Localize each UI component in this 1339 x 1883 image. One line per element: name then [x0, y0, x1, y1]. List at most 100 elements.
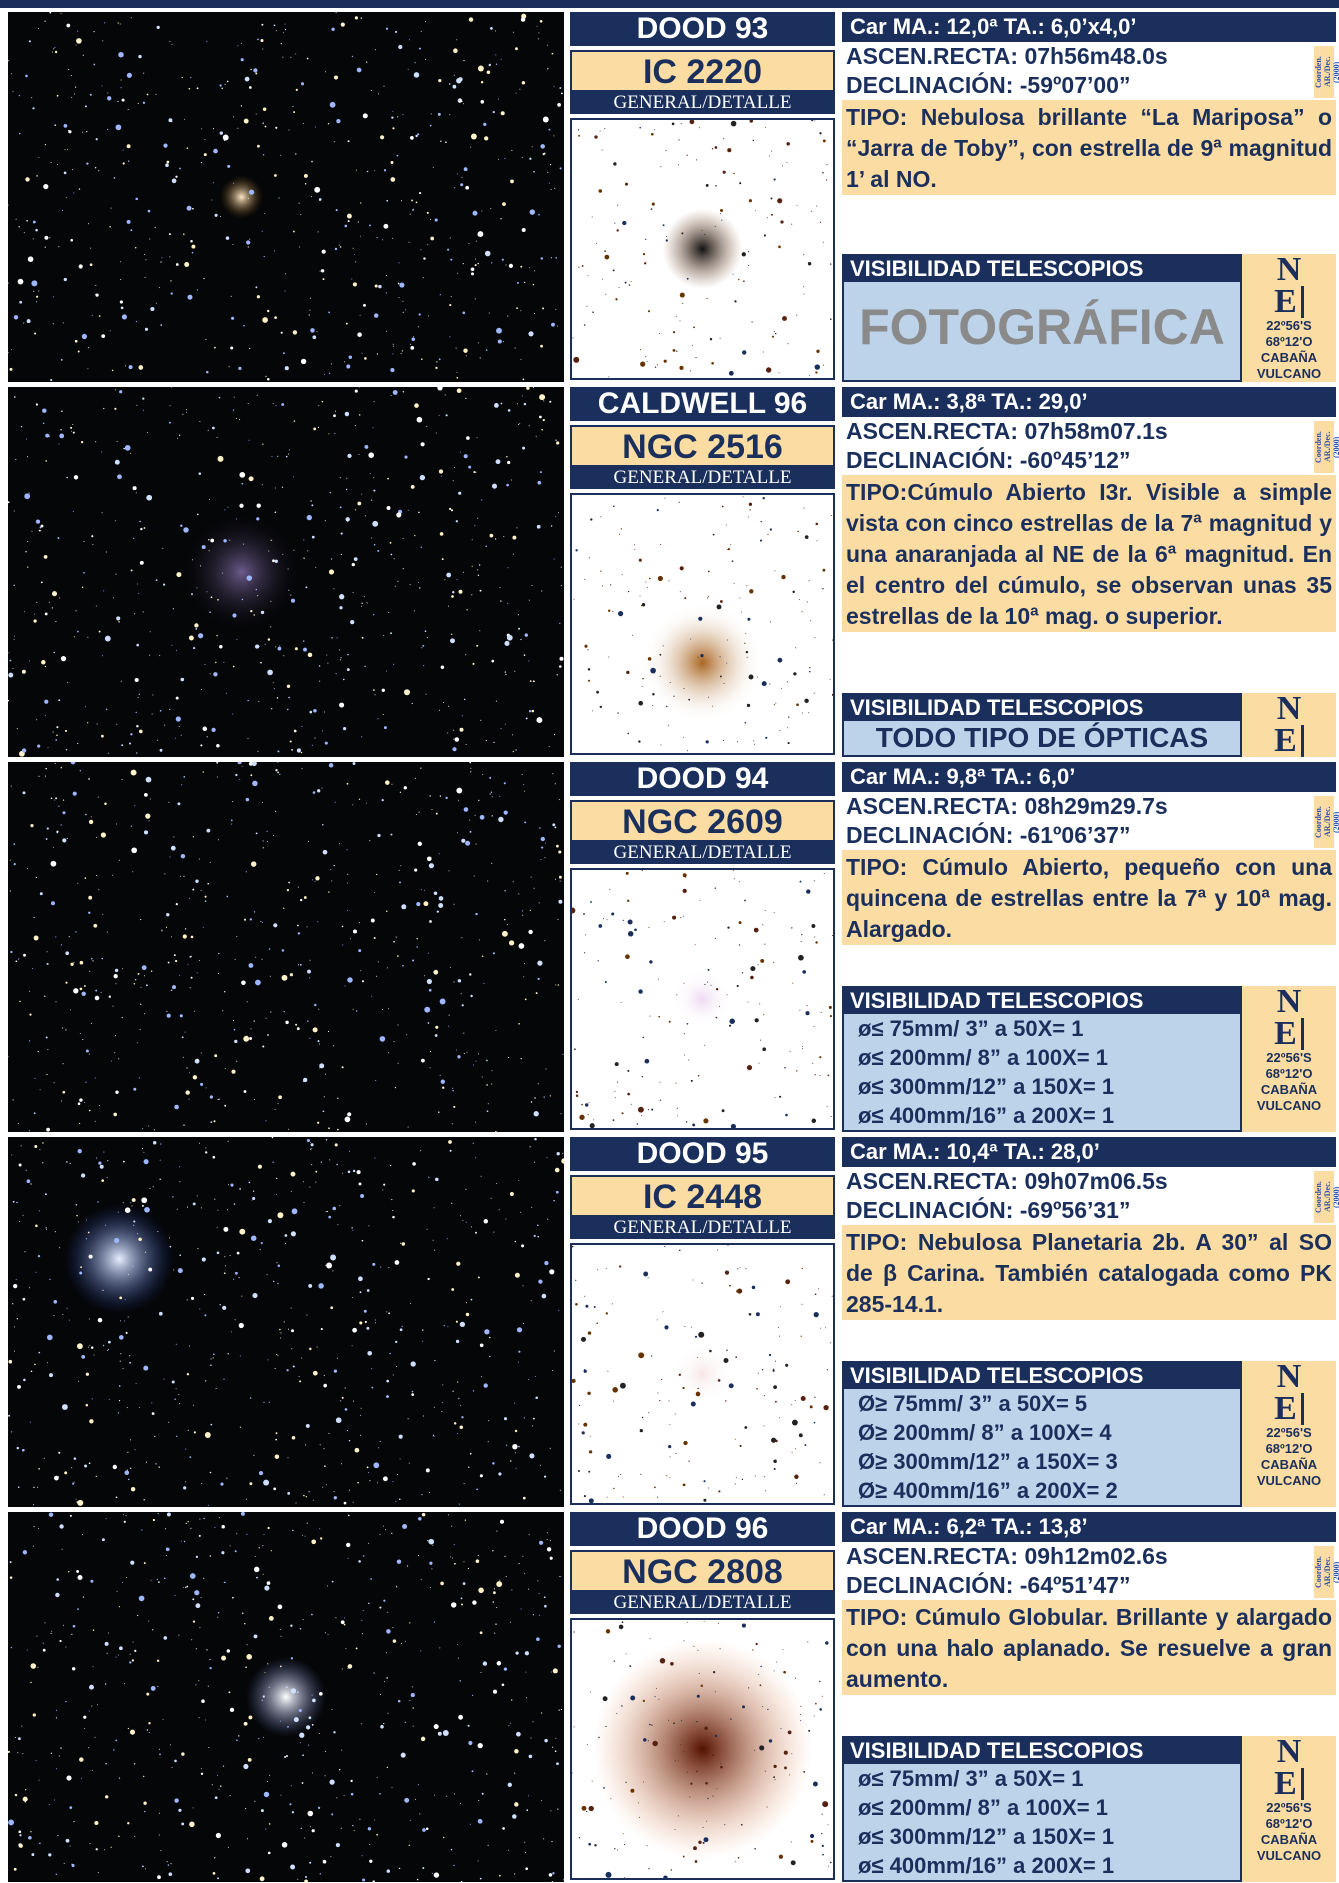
star: [106, 551, 107, 552]
star: [29, 1287, 30, 1288]
star: [712, 706, 713, 707]
star: [412, 209, 414, 211]
star: [540, 20, 543, 23]
star: [62, 1549, 63, 1550]
star: [729, 1025, 731, 1027]
star: [371, 1368, 372, 1369]
star: [614, 223, 615, 224]
star: [157, 26, 160, 29]
star: [639, 595, 640, 596]
star: [83, 1596, 84, 1597]
star: [123, 1514, 124, 1515]
star: [366, 803, 367, 804]
star: [661, 744, 662, 745]
star: [578, 1470, 580, 1472]
star: [201, 1597, 202, 1598]
star: [393, 941, 395, 943]
star: [54, 799, 55, 800]
star: [482, 1077, 483, 1078]
star: [58, 246, 59, 247]
star: [785, 1114, 788, 1117]
star: [537, 1224, 539, 1226]
star: [25, 75, 28, 78]
star: [163, 584, 165, 586]
star: [799, 1433, 803, 1437]
star: [340, 1400, 341, 1401]
star: [26, 1170, 27, 1171]
star: [62, 1028, 63, 1029]
star: [199, 1519, 200, 1520]
star: [107, 1653, 108, 1654]
star: [745, 722, 747, 724]
star: [297, 1691, 299, 1693]
star: [408, 1127, 409, 1128]
star: [148, 1268, 152, 1272]
star: [651, 1355, 652, 1356]
star: [75, 340, 78, 343]
star: [156, 579, 158, 581]
star: [121, 744, 123, 746]
star: [660, 1100, 661, 1101]
star: [434, 892, 438, 896]
star: [230, 1255, 231, 1256]
star: [508, 1783, 512, 1787]
star: [108, 1633, 109, 1634]
star: [643, 1272, 648, 1277]
star: [557, 326, 558, 327]
star: [47, 1362, 48, 1363]
star: [417, 946, 418, 947]
star: [742, 1705, 745, 1708]
star: [660, 544, 661, 545]
star: [22, 1449, 25, 1452]
star: [46, 1074, 47, 1075]
star: [626, 872, 629, 875]
star: [507, 603, 508, 604]
star: [735, 1483, 736, 1484]
star: [78, 350, 80, 352]
star: [736, 1477, 737, 1478]
star: [804, 1444, 806, 1446]
star: [496, 328, 502, 334]
star: [402, 1242, 405, 1245]
star: [537, 978, 539, 980]
star: [442, 1402, 443, 1403]
star: [592, 710, 593, 711]
star: [454, 1563, 456, 1565]
star: [76, 45, 77, 46]
star: [262, 231, 263, 232]
star: [36, 296, 38, 298]
star: [803, 286, 804, 287]
star: [816, 206, 817, 207]
star: [466, 1302, 467, 1303]
star: [87, 722, 88, 723]
star: [483, 983, 484, 984]
star: [729, 1018, 735, 1024]
star: [613, 269, 615, 271]
orientation: NE22º56'S68º12'OCABAÑAVULCANO: [1242, 1361, 1336, 1507]
star: [157, 1231, 158, 1232]
star: [257, 145, 260, 148]
star: [433, 970, 438, 975]
star: [427, 979, 432, 984]
star: [350, 938, 351, 939]
star: [35, 1225, 38, 1228]
star: [452, 1088, 453, 1089]
star: [382, 1009, 383, 1010]
star: [357, 1170, 361, 1174]
star: [452, 591, 454, 593]
star: [413, 336, 414, 337]
star: [453, 48, 458, 53]
star: [374, 694, 375, 695]
star: [499, 1580, 500, 1581]
star: [254, 1567, 260, 1573]
star: [407, 1565, 408, 1566]
star: [471, 267, 475, 271]
star: [23, 954, 26, 957]
star: [516, 307, 518, 309]
star: [387, 506, 391, 510]
star: [480, 590, 482, 592]
star: [760, 1684, 762, 1686]
star: [8, 700, 9, 701]
star: [473, 471, 475, 473]
star: [134, 1650, 136, 1652]
